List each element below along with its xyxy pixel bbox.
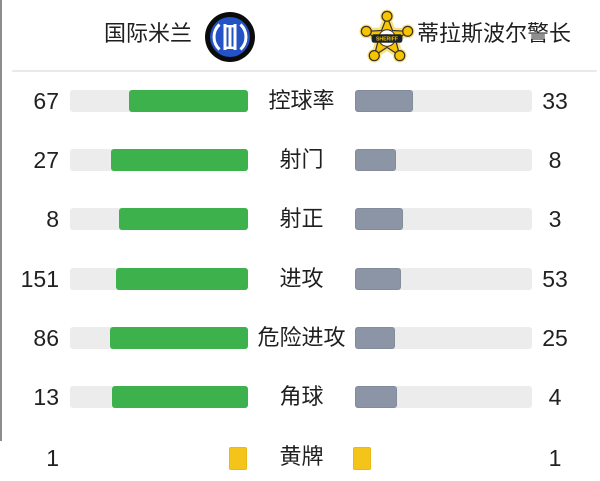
stat-row: 151 进攻 53	[0, 266, 600, 292]
away-yellow-cards-value: 1	[548, 445, 562, 471]
stat-label: 控球率	[268, 88, 335, 113]
home-bar-track	[70, 327, 248, 349]
home-value: 151	[20, 266, 59, 292]
away-bar-track	[355, 149, 532, 171]
away-bar-fill	[355, 327, 395, 349]
away-value: 3	[548, 206, 562, 232]
home-value: 8	[46, 206, 59, 232]
stat-row: 86 危险进攻 25	[0, 325, 600, 351]
stat-label: 角球	[279, 384, 324, 409]
home-bar-fill	[110, 149, 248, 171]
away-value: 8	[548, 147, 562, 173]
home-bar-track	[70, 386, 248, 408]
away-bar-fill	[355, 90, 414, 112]
home-yellow-cards-value: 1	[46, 445, 59, 471]
away-bar-track	[355, 327, 532, 349]
home-value: 13	[33, 384, 59, 410]
stat-row: 13 角球 4	[0, 384, 600, 410]
away-value: 33	[542, 88, 568, 114]
home-bar-fill	[110, 327, 248, 349]
away-yellow-card-icon	[353, 447, 371, 470]
home-yellow-card-icon	[229, 447, 247, 470]
home-bar-fill	[116, 268, 248, 290]
home-value: 86	[33, 325, 59, 351]
home-bar-fill	[111, 386, 248, 408]
away-value: 53	[542, 266, 568, 292]
home-bar-fill	[128, 90, 248, 112]
away-value: 4	[548, 384, 562, 410]
yellow-cards-label: 黄牌	[279, 444, 324, 469]
stat-label: 射门	[279, 147, 324, 172]
stat-row: 8 射正 3	[0, 206, 600, 232]
home-team-name: 国际米兰	[103, 21, 192, 46]
away-bar-track	[355, 90, 532, 112]
home-bar-track	[70, 208, 248, 230]
sheriff-tiraspol-logo-icon: SHERIFF	[359, 9, 415, 63]
stat-label: 进攻	[279, 266, 324, 291]
stat-row: 67 控球率 33	[0, 88, 600, 114]
inter-milan-logo-icon	[205, 12, 255, 62]
away-bar-track	[355, 386, 532, 408]
home-value: 67	[33, 88, 59, 114]
yellow-cards-row: 1 黄牌 1	[0, 444, 600, 471]
stat-label: 危险进攻	[257, 325, 346, 350]
away-bar-fill	[355, 386, 397, 408]
away-bar-fill	[355, 208, 404, 230]
home-value: 27	[33, 147, 59, 173]
home-bar-track	[70, 149, 248, 171]
home-bar-track	[70, 90, 248, 112]
left-edge-line	[0, 0, 2, 441]
stat-label: 射正	[279, 206, 324, 231]
header-divider	[12, 70, 597, 72]
home-bar-track	[70, 268, 248, 290]
sheriff-banner-text: SHERIFF	[376, 37, 398, 43]
away-bar-fill	[355, 268, 402, 290]
stat-row: 27 射门 8	[0, 147, 600, 173]
away-bar-fill	[355, 149, 396, 171]
away-value: 25	[542, 325, 568, 351]
away-bar-track	[355, 268, 532, 290]
away-bar-track	[355, 208, 532, 230]
away-team-name: 蒂拉斯波尔警长	[417, 21, 572, 46]
home-bar-fill	[118, 208, 248, 230]
